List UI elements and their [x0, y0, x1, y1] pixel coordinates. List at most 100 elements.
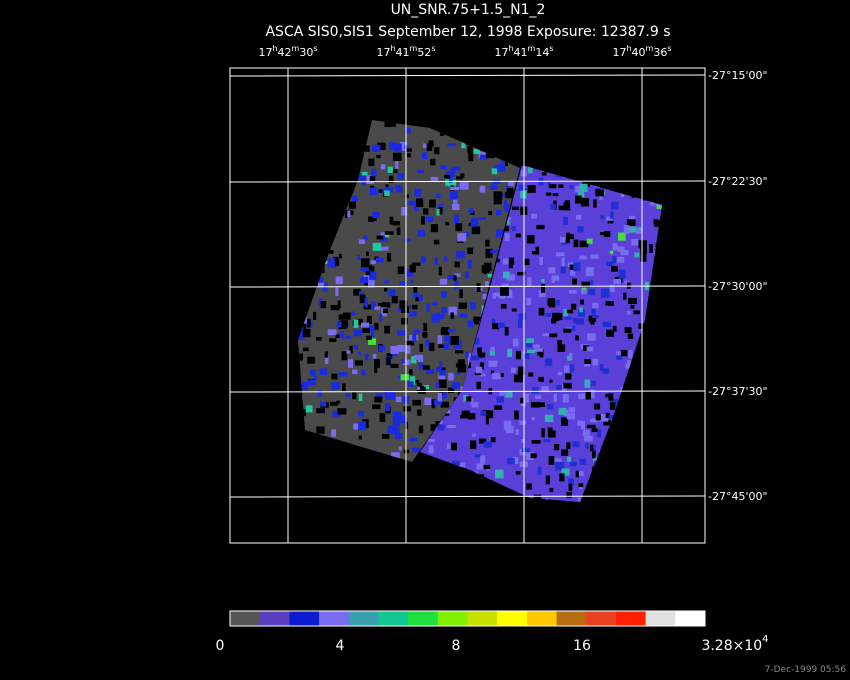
noise-blob — [306, 208, 314, 213]
noise-blob — [636, 229, 642, 234]
noise-blob — [604, 473, 610, 481]
noise-blob — [531, 417, 535, 421]
noise-blob — [353, 288, 361, 296]
noise-blob — [309, 195, 318, 200]
noise-blob — [494, 165, 500, 169]
noise-blob — [444, 174, 451, 179]
noise-blob — [585, 267, 594, 277]
noise-blob — [438, 207, 443, 215]
noise-blob — [320, 147, 325, 156]
noise-blob — [605, 412, 610, 419]
noise-blob — [473, 123, 480, 132]
noise-blob — [374, 358, 380, 368]
noise-blob — [648, 391, 657, 400]
noise-blob — [448, 176, 453, 183]
noise-blob — [372, 404, 381, 410]
noise-blob — [537, 466, 542, 475]
noise-blob — [568, 478, 574, 486]
noise-blob — [307, 116, 315, 119]
noise-blob — [370, 260, 376, 265]
noise-blob — [612, 452, 619, 462]
noise-blob — [471, 402, 479, 408]
colorbar-label: 8 — [452, 638, 461, 654]
noise-blob — [457, 359, 465, 366]
noise-blob — [301, 279, 306, 285]
noise-blob — [541, 386, 549, 393]
noise-blob — [351, 311, 356, 316]
noise-blob — [471, 126, 477, 132]
colorbar-swatch — [467, 611, 498, 626]
noise-blob — [427, 504, 431, 511]
noise-blob — [372, 354, 377, 359]
noise-blob — [447, 143, 456, 147]
noise-blob — [437, 424, 445, 431]
noise-blob — [656, 205, 662, 210]
noise-blob — [387, 253, 392, 262]
noise-blob — [487, 500, 494, 502]
noise-blob — [467, 415, 471, 419]
noise-blob — [391, 427, 400, 435]
noise-blob — [547, 404, 554, 410]
noise-blob — [341, 383, 346, 392]
noise-blob — [665, 429, 673, 436]
timestamp: 7-Dec-1999 05:56 — [765, 665, 847, 675]
noise-blob — [412, 334, 417, 343]
noise-blob — [440, 401, 449, 408]
noise-blob — [584, 379, 590, 388]
noise-blob — [549, 333, 558, 338]
noise-blob — [550, 203, 556, 210]
noise-blob — [413, 329, 421, 334]
noise-blob — [588, 279, 594, 288]
noise-blob — [343, 141, 348, 148]
noise-blob — [417, 409, 422, 416]
noise-blob — [504, 232, 510, 242]
noise-blob — [397, 375, 403, 379]
noise-blob — [515, 350, 522, 360]
noise-blob — [399, 280, 408, 285]
noise-blob — [511, 206, 519, 211]
noise-blob — [656, 416, 662, 425]
noise-blob — [575, 214, 582, 220]
noise-blob — [519, 397, 524, 404]
noise-blob — [318, 298, 323, 306]
noise-blob — [384, 325, 391, 334]
noise-blob — [325, 355, 329, 365]
noise-blob — [497, 164, 506, 172]
noise-blob — [468, 208, 474, 214]
noise-blob — [563, 202, 571, 211]
noise-blob — [633, 362, 643, 371]
noise-blob — [631, 368, 639, 374]
noise-blob — [461, 120, 470, 122]
noise-blob — [363, 235, 368, 240]
grid-line — [229, 495, 706, 498]
noise-blob — [563, 216, 568, 226]
noise-blob — [495, 469, 504, 479]
noise-blob — [338, 372, 348, 377]
noise-blob — [389, 120, 397, 127]
ra-label-part: 17 — [258, 46, 272, 59]
noise-blob — [382, 308, 388, 314]
noise-blob — [378, 189, 383, 193]
noise-blob — [599, 363, 604, 372]
noise-blob — [611, 266, 618, 272]
noise-blob — [453, 275, 457, 281]
noise-blob — [463, 394, 469, 402]
noise-blob — [602, 321, 611, 327]
noise-blob — [503, 420, 512, 430]
noise-blob — [643, 396, 652, 404]
noise-blob — [375, 459, 382, 462]
noise-blob — [404, 238, 411, 242]
colorbar-frame — [229, 610, 706, 627]
noise-blob — [581, 281, 590, 288]
noise-blob — [622, 444, 628, 451]
noise-blob — [467, 247, 474, 254]
noise-blob — [327, 258, 337, 268]
noise-blob — [459, 181, 469, 190]
noise-blob — [634, 252, 640, 258]
noise-blob — [368, 450, 378, 457]
noise-blob — [313, 375, 318, 380]
noise-blob — [618, 232, 626, 241]
noise-blob — [642, 334, 647, 343]
noise-blob — [374, 322, 379, 330]
noise-blob — [612, 243, 618, 251]
